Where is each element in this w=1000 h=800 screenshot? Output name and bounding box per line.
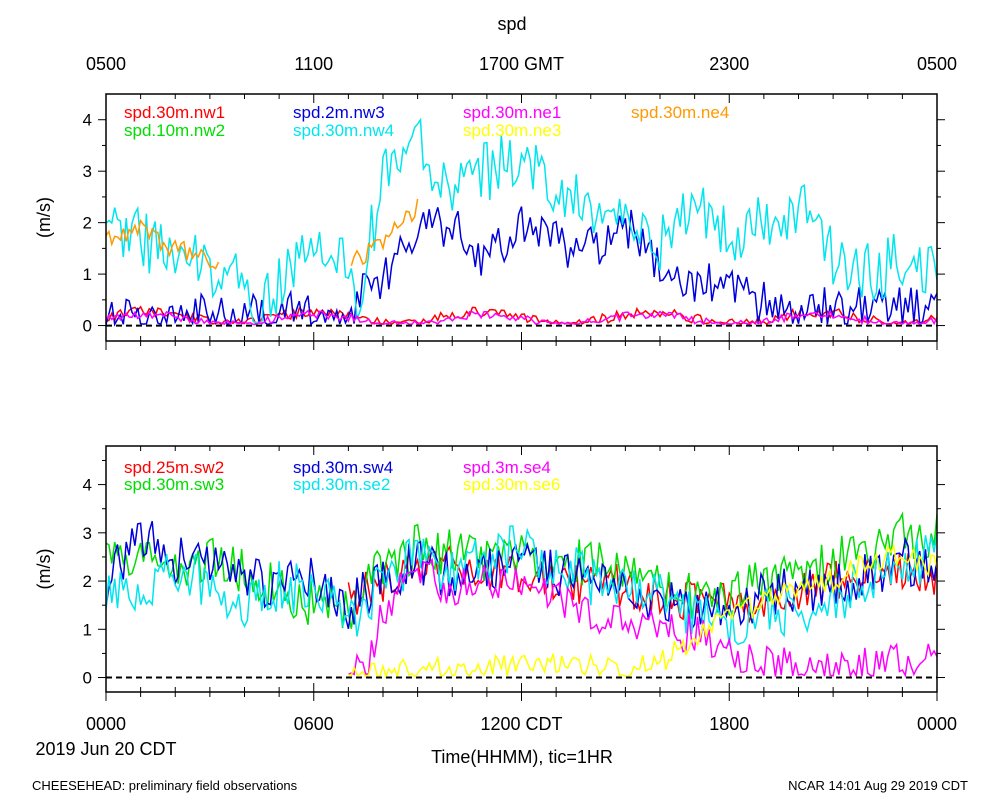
series-line-spd.30m.nw4 (106, 117, 937, 326)
x-axis-label: Time(HHMM), tic=1HR (431, 747, 613, 767)
cdt-tick-label: 1200 CDT (480, 714, 562, 734)
series-line-spd.30m.nw1 (106, 305, 937, 326)
y-tick-label: 4 (83, 476, 92, 495)
legend-entry-spd.30m.sw3: spd.30m.sw3 (124, 475, 224, 494)
y-tick-label: 2 (83, 572, 92, 591)
cdt-tick-label: 0600 (294, 714, 334, 734)
y-tick-label: 0 (83, 669, 92, 688)
y-tick-label: 3 (83, 524, 92, 543)
cdt-tick-label: 0000 (917, 714, 957, 734)
legend-entry-spd.30m.se2: spd.30m.se2 (293, 475, 390, 494)
date-label: 2019 Jun 20 CDT (35, 739, 176, 759)
legend-entry-spd.30m.sw4: spd.30m.sw4 (293, 458, 393, 477)
gmt-tick-labels: 0500 1100 1700 GMT 2300 0500 (86, 54, 957, 74)
gmt-tick-label: 0500 (86, 54, 126, 74)
legend-entry-spd.30m.nw4: spd.30m.nw4 (293, 121, 394, 140)
y-tick-label: 1 (83, 265, 92, 284)
legend-entry-spd.30m.nw1: spd.30m.nw1 (124, 103, 225, 122)
legend-entry-spd.30m.ne1: spd.30m.ne1 (463, 103, 561, 122)
legend-entry-spd.30m.ne3: spd.30m.ne3 (463, 121, 561, 140)
cdt-tick-labels: 0000 0600 1200 CDT 1800 0000 (86, 714, 957, 734)
series-line-spd.2m.nw3 (106, 206, 937, 327)
chart-title: spd (497, 14, 526, 34)
legend-entry-spd.2m.nw3: spd.2m.nw3 (293, 103, 385, 122)
footer-left: CHEESEHEAD: preliminary field observatio… (32, 778, 298, 793)
y-axis-label: (m/s) (34, 549, 54, 590)
gmt-tick-label: 2300 (709, 54, 749, 74)
legend-entry-spd.30m.ne4: spd.30m.ne4 (631, 103, 729, 122)
cdt-tick-label: 0000 (86, 714, 126, 734)
series-line-spd.30m.se6 (348, 543, 937, 679)
series-line-spd.3m.se4 (348, 557, 937, 679)
gmt-tick-label: 1700 GMT (479, 54, 564, 74)
series-line-spd.30m.ne4 (106, 198, 419, 270)
legend-entry-spd.10m.nw2: spd.10m.nw2 (124, 121, 225, 140)
y-tick-label: 0 (83, 317, 92, 336)
series-line-spd.30m.se2 (106, 525, 937, 646)
y-axis-label: (m/s) (34, 197, 54, 238)
series-line-spd.30m.ne1 (106, 309, 937, 326)
footer-right: NCAR 14:01 Aug 29 2019 CDT (788, 778, 968, 793)
gmt-tick-label: 0500 (917, 54, 957, 74)
y-tick-label: 4 (83, 111, 92, 130)
cdt-tick-label: 1800 (709, 714, 749, 734)
y-tick-label: 1 (83, 620, 92, 639)
legend-entry-spd.25m.sw2: spd.25m.sw2 (124, 458, 224, 477)
y-tick-label: 2 (83, 214, 92, 233)
y-tick-label: 3 (83, 162, 92, 181)
legend-entry-spd.30m.se6: spd.30m.se6 (463, 475, 560, 494)
gmt-tick-label: 1100 (294, 54, 333, 74)
legend-entry-spd.3m.se4: spd.3m.se4 (463, 458, 551, 477)
series-line-spd.30m.sw3 (106, 511, 937, 629)
